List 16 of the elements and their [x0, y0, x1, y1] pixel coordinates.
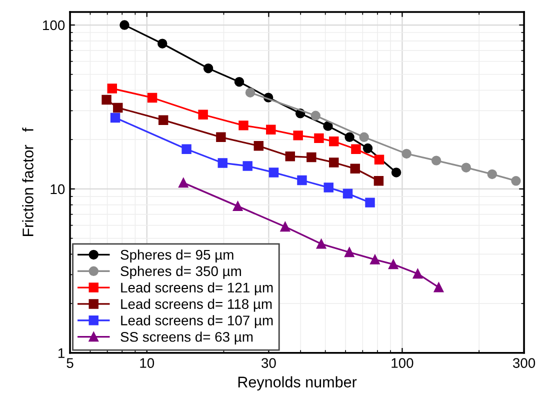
- x-axis-title: Reynolds number: [238, 376, 357, 390]
- legend-label: Lead screens d= 121 µm: [121, 282, 273, 296]
- y-tick-label: 1: [58, 348, 64, 358]
- x-tick-label: 30: [262, 358, 276, 368]
- x-tick-label: 100: [392, 358, 414, 368]
- legend-label: SS screens d= 63 µm: [120, 332, 253, 345]
- x-tick-label: 5: [66, 358, 74, 368]
- y-axis-title: Friction factor f: [22, 128, 34, 236]
- x-tick-label: 300: [512, 358, 536, 368]
- x-tick-label: 10: [140, 358, 154, 368]
- y-tick-label: 100: [43, 20, 65, 30]
- legend-label: Spheres d= 95 µm: [120, 250, 234, 262]
- legend-label: Spheres d= 350 µm: [120, 266, 241, 279]
- legend-label: Lead screens d= 118 µm: [121, 298, 272, 312]
- legend-label: Lead screens d= 107 µm: [121, 315, 273, 328]
- y-tick-label: 10: [50, 184, 65, 194]
